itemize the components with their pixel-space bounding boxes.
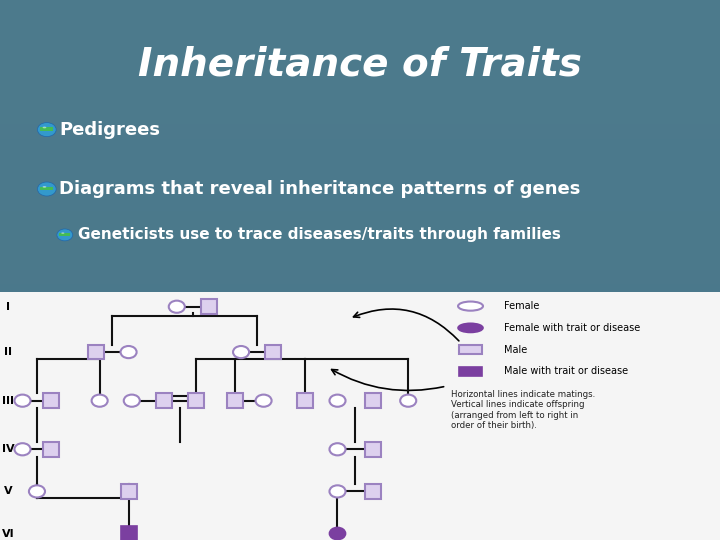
Bar (0, 255, 720, 262)
Bar (365, 393, 381, 408)
Ellipse shape (124, 395, 140, 407)
Circle shape (57, 229, 73, 241)
Bar (0, 22, 720, 29)
Bar (0, 277, 720, 284)
Bar (0, 95, 720, 102)
Bar (0, 160, 720, 167)
Bar (265, 345, 282, 360)
Bar (459, 367, 482, 376)
Bar (459, 345, 482, 354)
Bar (0, 44, 720, 51)
Bar (120, 526, 137, 540)
Ellipse shape (14, 395, 30, 407)
Bar (0, 7, 720, 15)
Text: Diagrams that reveal inheritance patterns of genes: Diagrams that reveal inheritance pattern… (59, 180, 580, 198)
Bar (0, 167, 720, 175)
Text: Male with trait or disease: Male with trait or disease (504, 367, 628, 376)
Bar (0, 102, 720, 109)
Bar (188, 393, 204, 408)
Ellipse shape (233, 346, 249, 358)
Bar (0, 175, 720, 182)
Bar (156, 393, 172, 408)
Bar (0, 80, 720, 87)
Text: VI: VI (1, 529, 14, 538)
Bar (0, 0, 720, 292)
Circle shape (37, 182, 56, 196)
Text: Male: Male (504, 345, 527, 355)
Ellipse shape (120, 346, 137, 358)
Ellipse shape (91, 395, 108, 407)
Bar (0, 212, 720, 219)
Text: Female with trait or disease: Female with trait or disease (504, 323, 640, 333)
Bar (0, 269, 720, 277)
Bar (0, 29, 720, 36)
Bar (0, 131, 720, 138)
Bar (0, 284, 720, 292)
Bar (0, 146, 720, 153)
Bar (0, 36, 720, 44)
Bar (0, 58, 720, 65)
Bar (0, 109, 720, 117)
Text: Female: Female (504, 301, 539, 311)
Bar (0, 292, 720, 540)
Bar (0, 190, 720, 197)
Bar (0, 15, 720, 22)
Bar (0, 139, 720, 146)
Bar (0, 0, 720, 8)
Text: Pedigrees: Pedigrees (59, 120, 160, 139)
Bar (0, 65, 720, 73)
Text: Vertical lines indicate offspring
(arranged from left to right in
order of their: Vertical lines indicate offspring (arran… (451, 401, 585, 430)
Bar (120, 484, 137, 499)
Bar (0, 183, 720, 190)
Bar (43, 393, 60, 408)
Bar (0, 197, 720, 204)
Bar (201, 299, 217, 314)
Bar (0, 248, 720, 255)
Bar (89, 345, 104, 360)
Bar (0, 153, 720, 160)
Text: III: III (2, 396, 14, 406)
Text: Inheritance of Traits: Inheritance of Traits (138, 46, 582, 84)
Bar (0, 73, 720, 80)
Ellipse shape (29, 485, 45, 497)
Bar (0, 233, 720, 241)
Text: Horizontal lines indicate matings.: Horizontal lines indicate matings. (451, 390, 595, 399)
Bar (365, 442, 381, 456)
Bar (59, 233, 71, 236)
Text: IV: IV (1, 444, 14, 454)
Bar (0, 204, 720, 211)
Text: I: I (6, 302, 10, 312)
Bar (297, 393, 313, 408)
Bar (227, 393, 243, 408)
Ellipse shape (330, 395, 346, 407)
Ellipse shape (256, 395, 271, 407)
Bar (0, 219, 720, 226)
Bar (0, 241, 720, 248)
Ellipse shape (400, 395, 416, 407)
Bar (0, 87, 720, 95)
Ellipse shape (168, 301, 185, 313)
Ellipse shape (42, 126, 46, 129)
Bar (40, 187, 53, 190)
Ellipse shape (458, 323, 483, 333)
Ellipse shape (330, 485, 346, 497)
Ellipse shape (61, 232, 64, 234)
Text: II: II (4, 347, 12, 357)
Ellipse shape (14, 443, 30, 455)
Bar (0, 51, 720, 58)
Bar (43, 442, 60, 456)
Text: Geneticists use to trace diseases/traits through families: Geneticists use to trace diseases/traits… (78, 227, 561, 242)
Bar (0, 226, 720, 233)
Ellipse shape (330, 528, 346, 539)
Ellipse shape (458, 301, 483, 310)
Text: V: V (4, 487, 12, 496)
Circle shape (37, 123, 56, 137)
Bar (365, 484, 381, 499)
Ellipse shape (42, 186, 46, 188)
Bar (40, 127, 53, 131)
Bar (0, 124, 720, 131)
Ellipse shape (330, 443, 346, 455)
Bar (0, 262, 720, 269)
Bar (0, 117, 720, 124)
